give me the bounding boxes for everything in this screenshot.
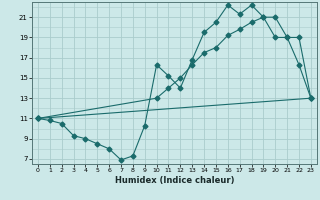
X-axis label: Humidex (Indice chaleur): Humidex (Indice chaleur): [115, 176, 234, 185]
